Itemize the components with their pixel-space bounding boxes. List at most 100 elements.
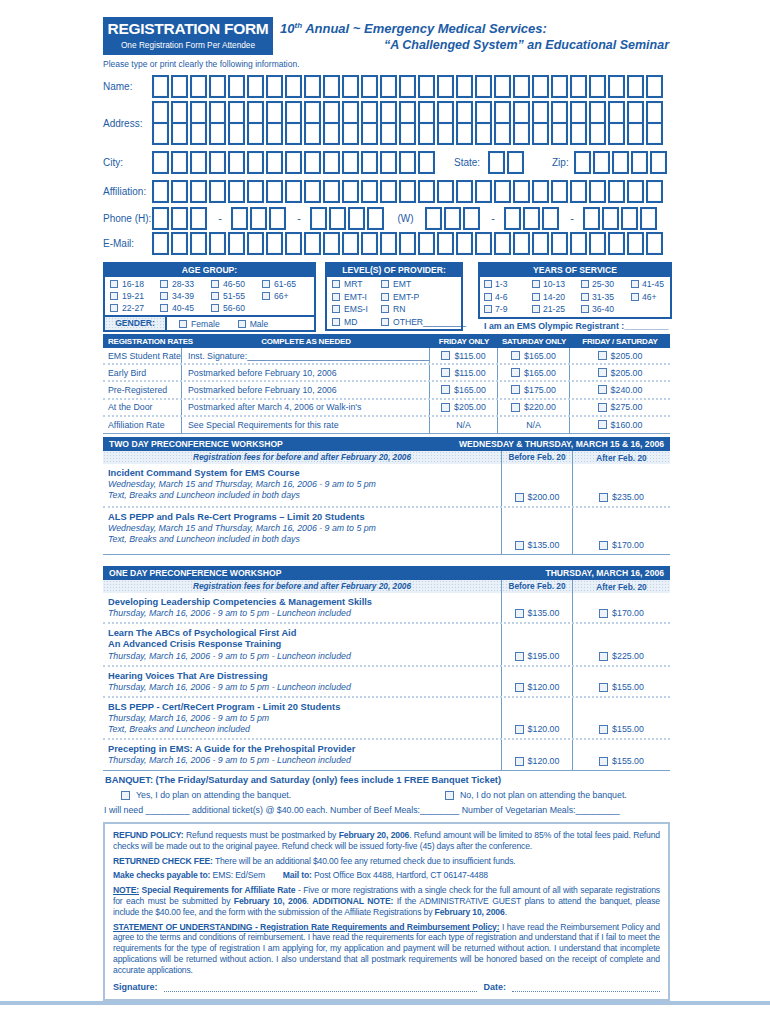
char-box[interactable] [494, 122, 511, 145]
char-box[interactable] [463, 207, 480, 230]
checkbox[interactable] [631, 293, 639, 301]
years-option[interactable]: 25-30 [581, 278, 631, 291]
checkbox[interactable] [160, 280, 168, 288]
checkbox[interactable] [110, 304, 118, 312]
char-box[interactable] [418, 180, 435, 203]
char-box[interactable] [532, 232, 549, 255]
checkbox[interactable] [532, 305, 540, 313]
char-box[interactable] [589, 101, 606, 124]
char-box[interactable] [437, 101, 454, 124]
char-box[interactable] [570, 75, 587, 98]
char-box[interactable] [513, 180, 530, 203]
price-checkbox[interactable] [511, 368, 520, 377]
char-box[interactable] [494, 101, 511, 124]
char-box[interactable] [285, 75, 302, 98]
age-group-option[interactable]: 34-39 [160, 290, 211, 302]
price-checkbox[interactable] [515, 652, 524, 661]
char-box[interactable] [323, 151, 340, 174]
char-box[interactable] [190, 180, 207, 203]
price-checkbox[interactable] [599, 757, 608, 766]
char-box[interactable] [456, 101, 473, 124]
char-box[interactable] [323, 122, 340, 145]
checkbox[interactable] [381, 318, 389, 326]
price-checkbox[interactable] [599, 493, 608, 502]
char-box[interactable] [475, 232, 492, 255]
char-box[interactable] [285, 180, 302, 203]
age-group-option[interactable]: 40-45 [160, 302, 211, 314]
age-group-option[interactable]: 66+ [262, 290, 314, 302]
char-box[interactable] [627, 101, 644, 124]
signature-line[interactable] [164, 982, 478, 992]
char-box[interactable] [285, 101, 302, 124]
checkbox[interactable] [581, 305, 589, 313]
char-box[interactable] [456, 180, 473, 203]
years-option[interactable]: 7-9 [484, 303, 532, 316]
checkbox[interactable] [332, 293, 340, 301]
char-box[interactable] [608, 122, 625, 145]
char-box[interactable] [380, 232, 397, 255]
char-box[interactable] [570, 232, 587, 255]
age-group-option[interactable]: 22-27 [110, 302, 160, 314]
olympic-blank[interactable]: _________ [624, 321, 668, 331]
char-box[interactable] [513, 75, 530, 98]
char-box[interactable] [418, 122, 435, 145]
char-box[interactable] [494, 180, 511, 203]
char-box[interactable] [152, 122, 169, 145]
char-box[interactable] [228, 122, 245, 145]
price-checkbox[interactable] [515, 609, 524, 618]
char-box[interactable] [608, 232, 625, 255]
checkbox[interactable] [631, 280, 639, 288]
checkbox[interactable] [332, 305, 340, 313]
char-box[interactable] [342, 75, 359, 98]
address-input-boxes-row1[interactable] [152, 101, 665, 124]
provider-option[interactable]: OTHER_________ [381, 316, 466, 329]
char-box[interactable] [589, 232, 606, 255]
price-checkbox[interactable] [441, 351, 450, 360]
char-box[interactable] [650, 151, 667, 174]
char-box[interactable] [171, 207, 188, 230]
checkbox[interactable] [332, 318, 340, 326]
char-box[interactable] [583, 207, 600, 230]
checkbox[interactable] [581, 293, 589, 301]
char-box[interactable] [247, 122, 264, 145]
char-box[interactable] [209, 151, 226, 174]
char-box[interactable] [380, 151, 397, 174]
char-box[interactable] [399, 122, 416, 145]
char-box[interactable] [513, 232, 530, 255]
char-box[interactable] [380, 101, 397, 124]
char-box[interactable] [152, 180, 169, 203]
checkbox[interactable] [381, 293, 389, 301]
provider-option[interactable]: MD [332, 316, 381, 329]
char-box[interactable] [190, 101, 207, 124]
checkbox[interactable] [484, 293, 492, 301]
gender-option[interactable]: Male [238, 319, 269, 329]
char-box[interactable] [475, 180, 492, 203]
char-box[interactable] [532, 180, 549, 203]
char-box[interactable] [231, 207, 248, 230]
price-checkbox[interactable] [598, 420, 607, 429]
char-box[interactable] [228, 101, 245, 124]
checkbox[interactable] [262, 280, 270, 288]
char-box[interactable] [367, 207, 384, 230]
char-box[interactable] [152, 232, 169, 255]
char-box[interactable] [171, 75, 188, 98]
char-box[interactable] [304, 122, 321, 145]
char-box[interactable] [551, 101, 568, 124]
checkbox[interactable] [381, 280, 389, 288]
char-box[interactable] [361, 101, 378, 124]
price-checkbox[interactable] [599, 541, 608, 550]
name-input-boxes[interactable] [152, 75, 665, 98]
checkbox[interactable] [211, 304, 219, 312]
char-box[interactable] [304, 151, 321, 174]
price-checkbox[interactable] [511, 403, 520, 412]
char-box[interactable] [523, 207, 540, 230]
char-box[interactable] [190, 232, 207, 255]
char-box[interactable] [304, 101, 321, 124]
char-box[interactable] [475, 122, 492, 145]
char-box[interactable] [348, 207, 365, 230]
char-box[interactable] [285, 151, 302, 174]
char-box[interactable] [285, 232, 302, 255]
char-box[interactable] [574, 151, 591, 174]
char-box[interactable] [437, 232, 454, 255]
char-box[interactable] [304, 180, 321, 203]
